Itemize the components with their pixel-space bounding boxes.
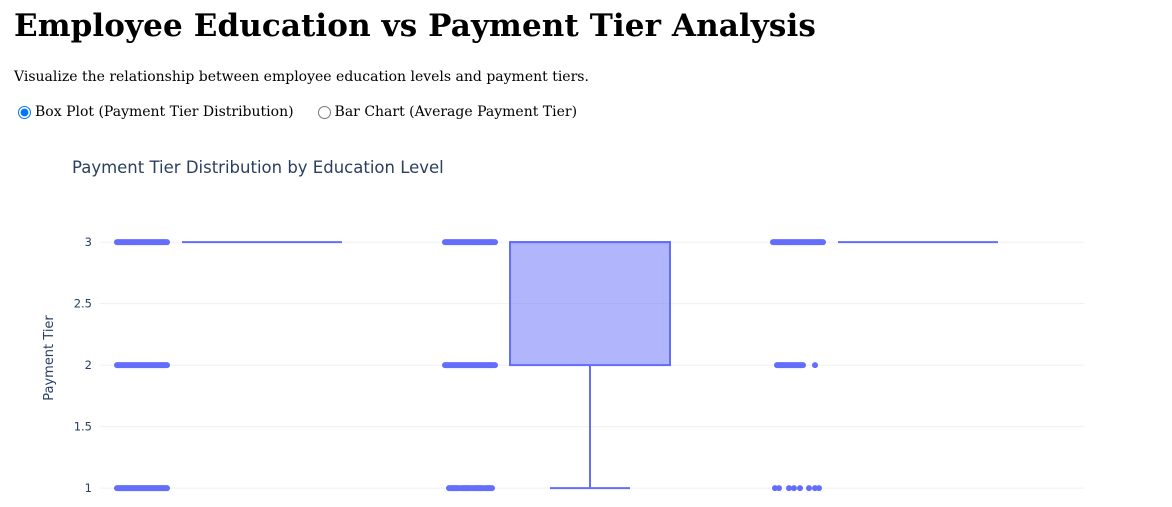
y-tick-label: 2 <box>85 358 92 372</box>
y-tick-label: 3 <box>85 235 92 249</box>
y-axis-ticks: 1 1.5 2 2.5 3 <box>74 235 92 495</box>
y-tick-label: 1.5 <box>74 420 92 434</box>
outlier-point <box>806 485 812 492</box>
outlier-point <box>791 485 797 492</box>
outlier-point <box>812 362 818 369</box>
box-series <box>114 239 998 492</box>
box-plot-option[interactable]: Box Plot (Payment Tier Distribution) <box>18 104 294 120</box>
box-plot-label: Box Plot (Payment Tier Distribution) <box>35 104 294 120</box>
outlier-point <box>776 485 782 492</box>
y-tick-label: 2.5 <box>74 297 92 311</box>
outlier-point <box>816 485 822 492</box>
page-title: Employee Education vs Payment Tier Analy… <box>14 8 816 44</box>
box-trace <box>770 239 998 492</box>
box-trace <box>114 239 342 492</box>
outlier-point <box>786 485 792 492</box>
chart-type-selector: Box Plot (Payment Tier Distribution) Bar… <box>18 104 577 120</box>
bar-chart-label: Bar Chart (Average Payment Tier) <box>334 104 578 120</box>
bar-chart-option[interactable]: Bar Chart (Average Payment Tier) <box>317 104 578 120</box>
outlier-point <box>797 485 803 492</box>
y-tick-label: 1 <box>85 481 92 495</box>
y-axis-title: Payment Tier <box>42 315 57 401</box>
page-description: Visualize the relationship between emplo… <box>14 69 589 85</box>
bar-chart-radio[interactable] <box>317 105 331 119</box>
box-plot-radio[interactable] <box>18 105 31 119</box>
box-plot-chart: Payment Tier Distribution by Education L… <box>42 158 1084 495</box>
chart-title: Payment Tier Distribution by Education L… <box>72 158 444 177</box>
box-body <box>509 241 671 367</box>
box-trace <box>442 239 671 492</box>
